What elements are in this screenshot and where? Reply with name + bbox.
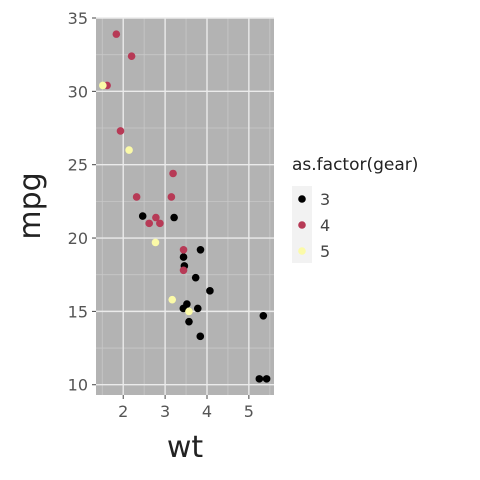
y-tick-label: 35 [68,9,88,28]
data-point-gear-4 [179,266,188,275]
data-point-gear-4 [156,219,164,228]
y-tick-label: 15 [68,302,88,321]
data-point-gear-3 [206,287,214,295]
x-tick-label: 5 [244,402,254,421]
data-point-gear-5 [125,146,133,154]
data-point-gear-3 [185,317,193,326]
y-tick-label: 30 [68,82,88,101]
data-point-gear-4 [152,213,160,222]
plot-panel [96,18,274,395]
data-point-gear-4 [116,127,125,135]
data-point-gear-3 [196,245,205,254]
x-axis-ticks: 2 3 4 5 [118,395,254,421]
data-point-gear-3 [196,332,205,341]
y-axis-ticks: 10 15 20 25 30 35 [68,9,96,395]
legend-key-gear-3 [298,195,306,203]
data-points [99,30,271,383]
y-axis-title: mpg [13,172,48,239]
legend-label-gear-3: 3 [320,190,330,209]
x-tick-label: 2 [118,402,128,421]
legend: as.factor(gear) 3 4 5 [292,155,418,263]
data-point-gear-3 [191,273,200,282]
data-point-gear-3 [138,212,147,220]
data-point-gear-4 [169,169,177,178]
legend-entries: 3 4 5 [298,190,330,261]
data-point-gear-5 [99,81,107,90]
data-point-gear-3 [193,304,202,313]
legend-key-gear-5 [298,247,306,255]
x-axis-title: wt [167,430,204,465]
data-point-gear-3 [255,375,264,383]
legend-label-gear-4: 4 [320,216,330,235]
data-point-gear-3 [170,213,178,222]
y-tick-label: 10 [68,376,88,395]
data-point-gear-3 [262,375,271,383]
data-point-gear-4 [179,245,188,254]
legend-key-gear-4 [298,221,306,229]
legend-title: as.factor(gear) [292,155,418,175]
legend-label-gear-5: 5 [320,242,330,261]
x-tick-label: 4 [202,402,212,421]
data-point-gear-5 [151,238,160,247]
data-point-gear-4 [127,52,136,60]
grid [96,17,274,395]
x-tick-label: 3 [160,402,170,421]
data-point-gear-4 [112,30,121,38]
data-point-gear-5 [185,307,193,316]
data-point-gear-4 [145,219,153,228]
data-point-gear-3 [179,304,188,313]
data-point-gear-5 [168,295,177,304]
y-tick-label: 20 [68,229,88,248]
data-point-gear-4 [167,193,176,201]
data-point-gear-3 [259,311,268,320]
data-point-gear-3 [179,253,188,261]
data-point-gear-4 [132,193,141,201]
y-tick-label: 25 [68,156,88,175]
